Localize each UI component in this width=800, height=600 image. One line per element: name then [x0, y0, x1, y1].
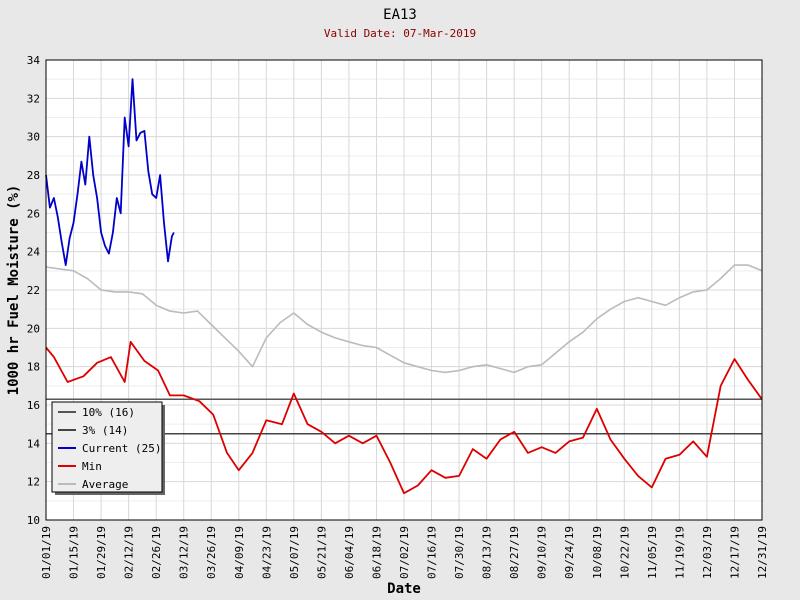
y-tick-label: 28 — [27, 169, 40, 182]
y-tick-label: 32 — [27, 92, 40, 105]
grid — [45, 59, 763, 521]
y-tick-label: 30 — [27, 131, 40, 144]
x-tick-label: 11/05/19 — [646, 526, 659, 579]
x-axis-label: Date — [387, 581, 421, 597]
series-line — [45, 264, 763, 374]
x-tick-label: 09/10/19 — [536, 526, 549, 579]
y-tick-label: 24 — [27, 246, 41, 259]
legend-label: 3% (14) — [82, 424, 128, 437]
chart-subtitle: Valid Date: 07-Mar-2019 — [324, 27, 476, 40]
x-tick-label: 12/03/19 — [701, 526, 714, 579]
x-tick-label: 02/26/19 — [150, 526, 163, 579]
legend-label: Average — [82, 478, 128, 491]
y-axis-ticks: 10 12 14 16 18 20 22 24 26 28 30 32 34 — [27, 54, 41, 527]
y-tick-label: 12 — [27, 476, 40, 489]
y-tick-label: 14 — [27, 437, 41, 450]
x-tick-label: 01/15/19 — [68, 526, 81, 579]
x-axis-ticks: 01/01/19 01/15/19 01/29/19 02/12/19 02/26/19… — [40, 526, 769, 579]
x-tick-label: 01/29/19 — [95, 526, 108, 579]
y-tick-label: 26 — [27, 207, 40, 220]
x-tick-label: 03/26/19 — [205, 526, 218, 579]
x-tick-label: 07/02/19 — [398, 526, 411, 579]
legend-label: Current (25) — [82, 442, 161, 455]
x-tick-label: 08/13/19 — [481, 526, 494, 579]
x-tick-label: 06/04/19 — [343, 526, 356, 579]
series-line — [45, 78, 175, 267]
chart-title: EA13 — [383, 7, 417, 23]
x-tick-label: 03/12/19 — [178, 526, 191, 579]
x-tick-label: 10/08/19 — [591, 526, 604, 579]
x-tick-label: 09/24/19 — [563, 526, 576, 579]
x-tick-label: 05/21/19 — [315, 526, 328, 579]
x-tick-label: 04/09/19 — [233, 526, 246, 579]
series-line — [45, 340, 763, 495]
threshold-lines — [46, 398, 762, 435]
x-tick-label: 01/01/19 — [40, 526, 53, 579]
y-tick-label: 16 — [27, 399, 40, 412]
legend-label: Min — [82, 460, 102, 473]
x-tick-label: 02/12/19 — [123, 526, 136, 579]
series-lines — [45, 78, 763, 495]
x-tick-label: 08/27/19 — [508, 526, 521, 579]
y-axis-label: 1000 hr Fuel Moisture (%) — [6, 185, 22, 396]
x-tick-label: 05/07/19 — [288, 526, 301, 579]
x-tick-label: 04/23/19 — [260, 526, 273, 579]
y-tick-label: 34 — [27, 54, 41, 67]
y-tick-label: 22 — [27, 284, 40, 297]
x-tick-label: 06/18/19 — [370, 526, 383, 579]
legend: 10% (16) 3% (14) Current (25) Min Average — [51, 401, 165, 495]
y-tick-label: 10 — [27, 514, 40, 527]
plot-border — [45, 59, 763, 521]
y-tick-label: 20 — [27, 322, 40, 335]
x-tick-label: 11/19/19 — [673, 526, 686, 579]
x-tick-label: 12/31/19 — [756, 526, 769, 579]
y-tick-label: 18 — [27, 361, 40, 374]
x-tick-label: 07/16/19 — [426, 526, 439, 579]
x-tick-label: 12/17/19 — [728, 526, 741, 579]
legend-label: 10% (16) — [82, 406, 135, 419]
x-tick-label: 10/22/19 — [618, 526, 631, 579]
x-tick-label: 07/30/19 — [453, 526, 466, 579]
